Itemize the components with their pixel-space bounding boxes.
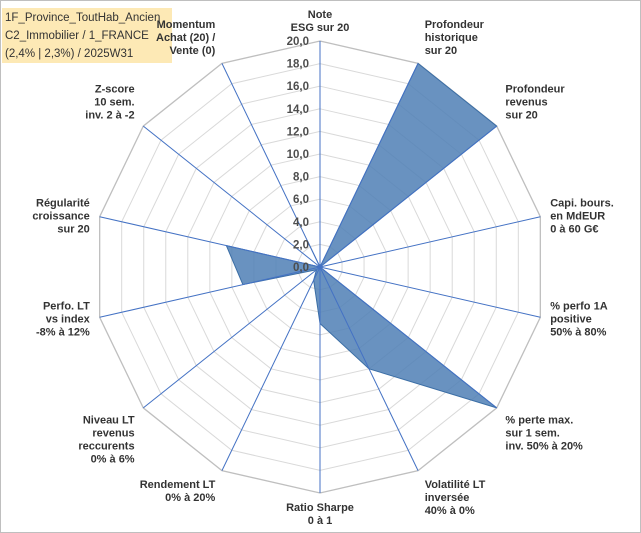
axis-label: Ratio Sharpe 0 à 1 [286,502,354,527]
axis-label-line: 0% à 6% [91,454,135,466]
axis-label: Perfo. LT vs index -8% à 12% [36,301,91,339]
axis-label-line: Profondeur [505,83,565,95]
axis-label: Capi. bours. en MdEUR 0 à 60 G€ [550,197,614,235]
axis-label-line: 10 sem. [94,96,134,108]
caption-line-1: 1F_Province_ToutHab_Ancien [5,12,161,24]
axis-label-line: 0 à 60 G€ [550,223,598,235]
axis-spoke [99,216,321,268]
chart-caption: 1F_Province_ToutHab_Ancien C2_Immobilier… [2,8,172,63]
axis-label-line: Momentum [157,19,216,31]
axis-spoke [142,266,321,409]
axis-label-line: 0 à 1 [308,515,332,527]
axis-spoke [221,266,321,471]
radar-axis-labels: Note ESG sur 20 Profondeur historique sur 20… [32,9,613,527]
axis-spoke [221,63,321,268]
radar-spokes [99,41,541,493]
axis-label: Momentum Achat (20) / Vente (0) [156,19,216,57]
axis-label-line: Profondeur [425,19,485,31]
axis-label: % perfo 1A positive 50% à 80% [550,301,608,339]
axis-label: Volatilité LT inversée 40% à 0% [425,479,486,517]
axis-label-line: Perfo. LT [43,301,90,313]
axis-label-line: revenus [505,96,547,108]
axis-label-line: inversée [425,492,470,504]
axis-label-line: Achat (20) / [156,32,215,44]
axis-label-line: inv. 50% à 20% [505,441,583,453]
axis-spoke [142,125,321,268]
tick-label: 14,0 [287,104,309,116]
axis-label-line: croissance [32,210,89,222]
tick-label: 16,0 [287,81,309,93]
axis-spoke [319,266,541,318]
axis-label: Profondeur historique sur 20 [425,19,485,57]
axis-label-line: revenus [92,428,134,440]
caption-line-2: C2_Immobilier / 1_FRANCE [5,30,149,42]
tick-label: 6,0 [293,194,309,206]
axis-label-line: en MdEUR [550,210,605,222]
axis-label-line: Régularité [36,197,90,209]
axis-label-line: Volatilité LT [425,479,486,491]
tick-label: 20,0 [287,36,309,48]
axis-label-line: Ratio Sharpe [286,502,354,514]
axis-label: % perte max. sur 1 sem. inv. 50% à 20% [505,415,583,453]
axis-label: Z-score 10 sem. inv. 2 à -2 [85,83,134,121]
axis-label: Régularité croissance sur 20 [32,197,89,235]
axis-label-line: 0% à 20% [165,492,215,504]
axis-spoke [319,125,498,268]
tick-label: 10,0 [287,149,309,161]
tick-label: 18,0 [287,59,309,71]
tick-label: 4,0 [293,217,309,229]
axis-label-line: % perfo 1A [550,301,608,313]
tick-label: 0,0 [293,262,309,274]
axis-label-line: sur 20 [425,45,457,57]
radar-tick-labels: 0,0 2,0 4,0 6,0 8,0 10,0 12,0 14,0 16,0 18,0 20,0 [287,36,309,274]
caption-line-3: (2,4% | 2,3%) / 2025W31 [5,48,134,60]
axis-label-line: historique [425,32,478,44]
axis-label-line: -8% à 12% [36,327,90,339]
axis-label-line: Z-score [95,83,135,95]
axis-label-line: reccurents [78,441,134,453]
axis-label: Rendement LT 0% à 20% [140,479,216,504]
axis-label-line: Rendement LT [140,479,216,491]
axis-label: Note ESG sur 20 [291,9,350,34]
axis-spoke [319,266,498,409]
axis-spoke [319,63,419,268]
tick-label: 8,0 [293,172,309,184]
axis-label-line: ESG sur 20 [291,22,350,34]
axis-label: Profondeur revenus sur 20 [505,83,565,121]
axis-label-line: Capi. bours. [550,197,614,209]
axis-spoke [319,266,419,471]
axis-label-line: 40% à 0% [425,505,475,517]
axis-spoke [319,216,541,268]
axis-label-line: % perte max. [505,415,573,427]
axis-label-line: Vente (0) [169,45,215,57]
axis-label-line: Niveau LT [83,415,135,427]
axis-label-line: 50% à 80% [550,327,606,339]
axis-label-line: vs index [46,314,91,326]
axis-label-line: inv. 2 à -2 [85,109,134,121]
axis-label-line: sur 1 sem. [505,428,559,440]
axis-spoke [99,266,321,318]
axis-label-line: Note [308,9,332,21]
axis-label-line: sur 20 [505,109,537,121]
tick-label: 2,0 [293,239,309,251]
tick-label: 12,0 [287,126,309,138]
axis-label: Niveau LT revenus reccurents 0% à 6% [78,415,135,466]
axis-label-line: sur 20 [57,223,89,235]
axis-label-line: positive [550,314,592,326]
